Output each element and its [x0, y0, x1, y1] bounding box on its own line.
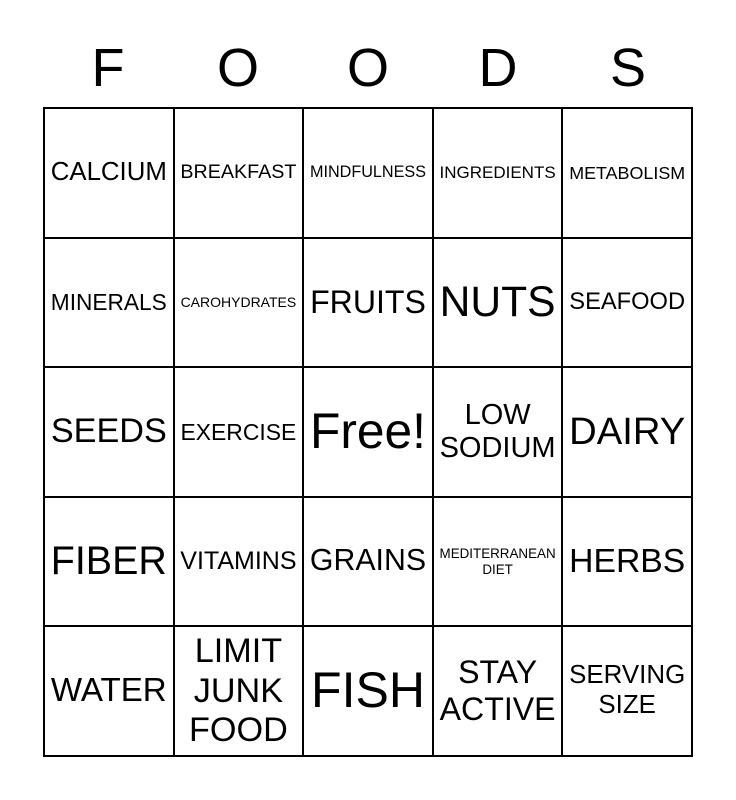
cell-label: HERBS: [569, 542, 686, 581]
cell-label: NUTS: [439, 277, 556, 326]
cell-label: CALCIUM: [50, 157, 167, 186]
bingo-cell[interactable]: VITAMINS: [174, 497, 303, 626]
bingo-grid: CALCIUM BREAKFAST MINDFULNESS INGREDIENTS ME…: [43, 107, 693, 757]
bingo-cell[interactable]: SEAFOOD: [563, 238, 691, 367]
title-letter: S: [609, 38, 647, 98]
cell-label: WATER: [50, 672, 167, 710]
bingo-cell[interactable]: HERBS: [563, 497, 691, 626]
bingo-cell[interactable]: LIMIT JUNK FOOD: [174, 627, 303, 755]
bingo-cell[interactable]: SEEDS: [45, 368, 173, 496]
cell-label: Free!: [310, 403, 426, 460]
title-letter: O: [346, 38, 389, 98]
bingo-cell[interactable]: MEDITERRANEAN DIET: [433, 497, 562, 626]
cell-label: MEDITERRANEAN DIET: [439, 546, 556, 577]
bingo-cell[interactable]: NUTS: [433, 238, 562, 367]
bingo-cell[interactable]: FIBER: [45, 497, 173, 626]
cell-label: VITAMINS: [180, 547, 297, 576]
cell-label: INGREDIENTS: [439, 163, 556, 183]
bingo-cell[interactable]: CAROHYDRATES: [174, 238, 303, 367]
cell-label: SEEDS: [50, 412, 167, 451]
cell-label: MINDFULNESS: [309, 163, 426, 182]
title-letter: D: [478, 38, 518, 98]
title-letter: O: [216, 38, 259, 98]
bingo-cell[interactable]: INGREDIENTS: [433, 109, 562, 237]
cell-label: BREAKFAST: [180, 161, 297, 184]
bingo-cell[interactable]: STAY ACTIVE: [433, 627, 562, 755]
bingo-cell[interactable]: DAIRY: [563, 368, 691, 496]
title-letter: F: [91, 38, 125, 98]
cell-label: GRAINS: [309, 544, 427, 578]
bingo-cell[interactable]: CALCIUM: [45, 109, 173, 237]
cell-label: MINERALS: [50, 289, 167, 316]
cell-label: LIMIT JUNK FOOD: [189, 632, 288, 749]
bingo-cell[interactable]: GRAINS: [304, 497, 432, 626]
cell-label: SERVING SIZE: [569, 661, 686, 720]
bingo-cell[interactable]: WATER: [45, 627, 173, 755]
bingo-cell[interactable]: EXERCISE: [174, 368, 303, 496]
cell-label: SEAFOOD: [569, 288, 686, 315]
bingo-cell[interactable]: SERVING SIZE: [563, 627, 691, 755]
free-cell[interactable]: Free!: [304, 368, 432, 496]
cell-label: DAIRY: [569, 410, 686, 454]
cell-label: FISH: [311, 662, 425, 719]
cell-label: FRUITS: [310, 283, 426, 320]
bingo-cell[interactable]: BREAKFAST: [174, 109, 303, 237]
bingo-cell[interactable]: METABOLISM: [563, 109, 691, 237]
cell-label: LOW SODIUM: [439, 398, 556, 464]
bingo-cell[interactable]: FRUITS: [304, 238, 432, 367]
cell-label: STAY ACTIVE: [439, 654, 556, 728]
bingo-cell[interactable]: MINDFULNESS: [304, 109, 432, 237]
bingo-cell[interactable]: MINERALS: [45, 238, 173, 367]
bingo-cell[interactable]: FISH: [304, 627, 432, 755]
cell-label: EXERCISE: [180, 418, 297, 445]
cell-label: FIBER: [50, 538, 167, 583]
bingo-cell[interactable]: LOW SODIUM: [433, 368, 562, 496]
cell-label: CAROHYDRATES: [180, 294, 297, 311]
cell-label: METABOLISM: [569, 162, 686, 183]
